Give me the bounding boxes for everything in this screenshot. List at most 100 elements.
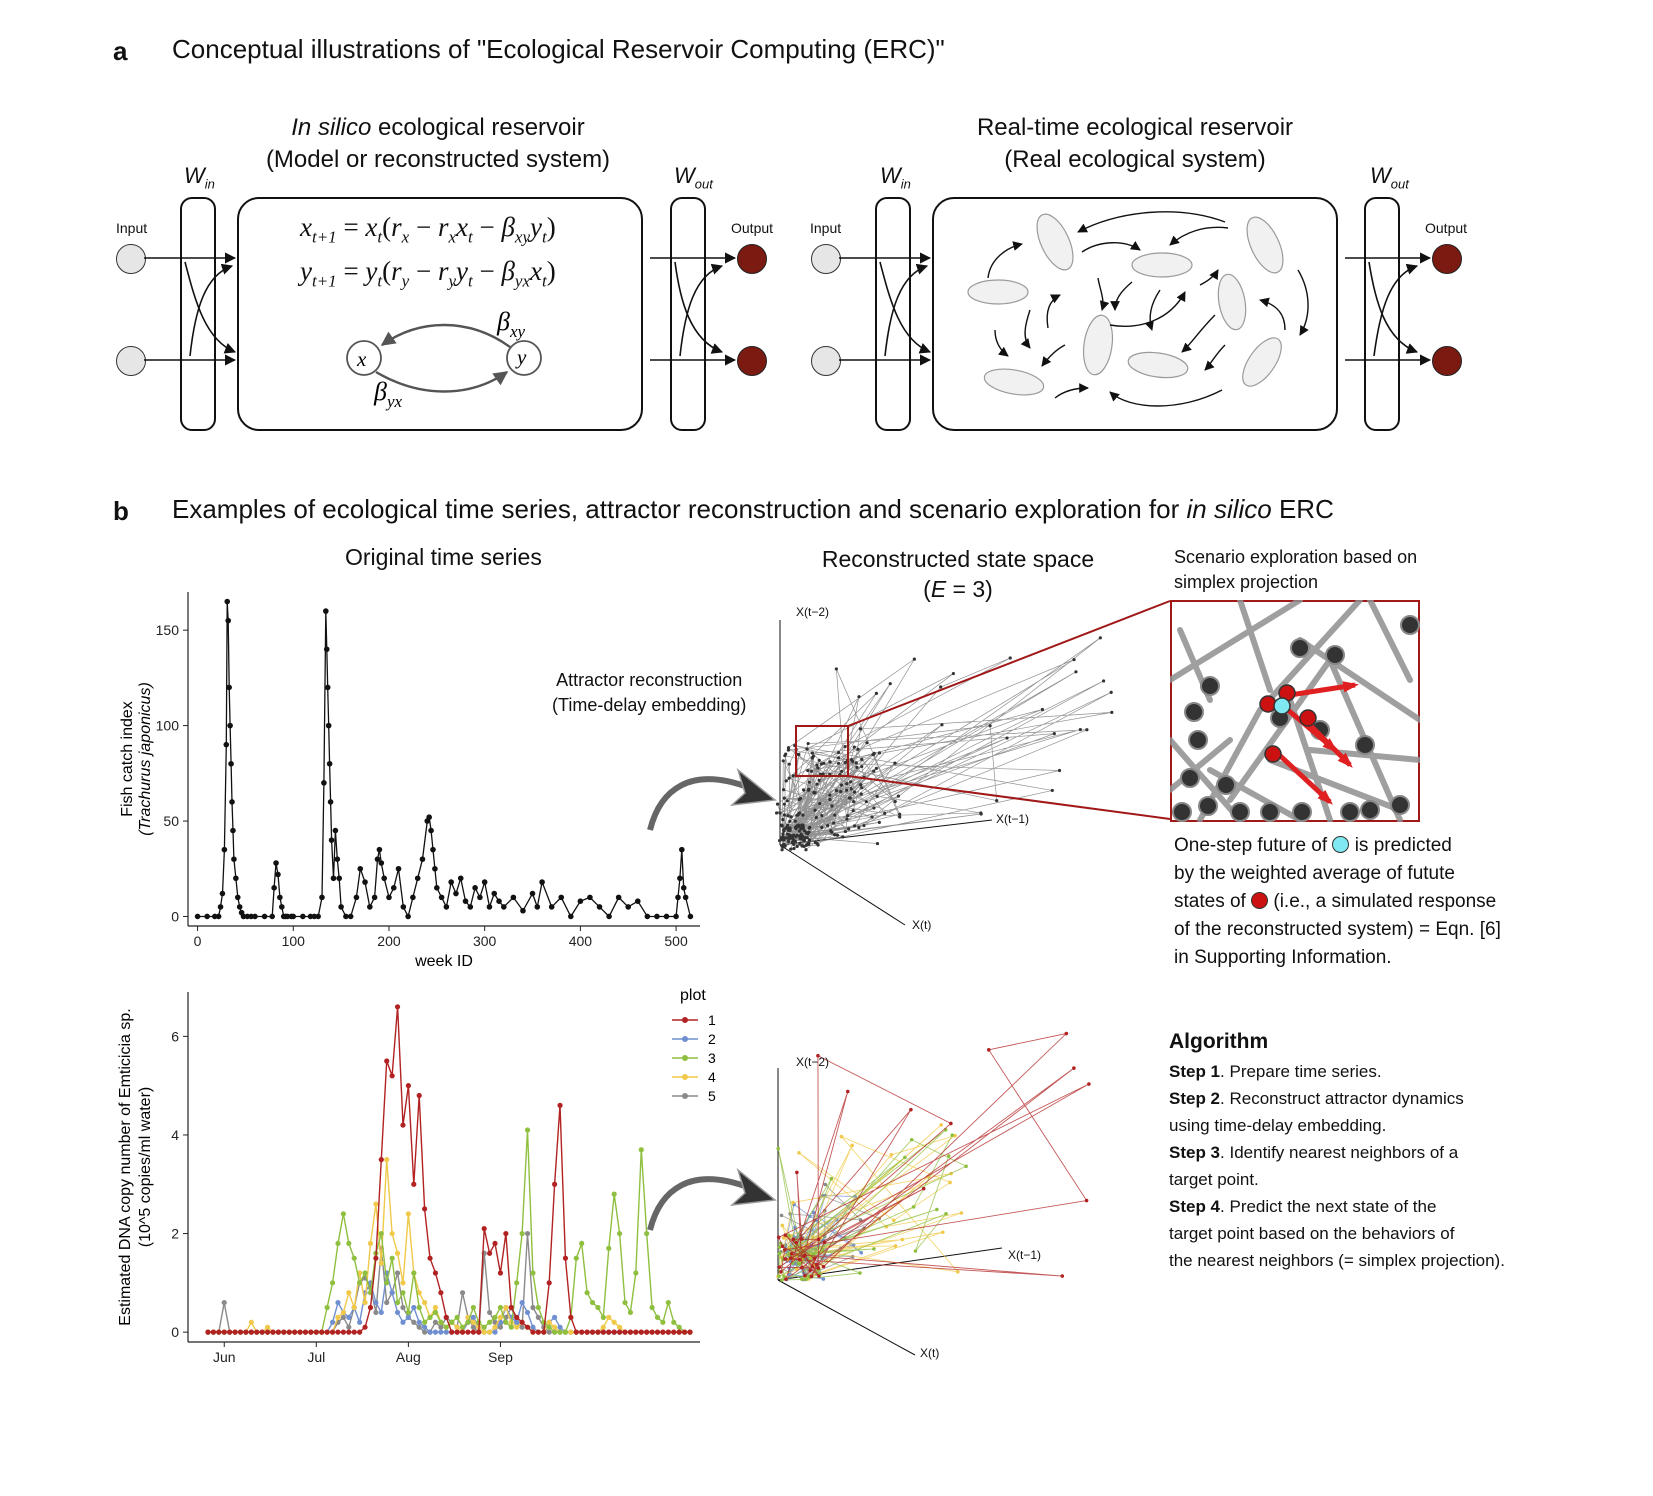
dna-data-point [394,1299,401,1306]
fish-data-point [376,846,383,853]
prediction-arrow-head [1337,752,1353,768]
dna-data-point [248,1329,254,1335]
attractor-point [807,780,811,784]
legend-swatch-dot [682,1074,688,1080]
attractor-point [854,761,858,765]
fish-data-point [347,913,354,920]
dna-data-point [600,1329,606,1335]
dna-data-point [340,1329,346,1335]
dna-data-point [443,1329,449,1335]
attractor-point [872,806,876,810]
fish-data-point [234,894,241,901]
dna-data-point [638,1147,644,1153]
attractor-point [780,1223,785,1228]
dna-data-point [552,1329,558,1335]
attractor-point [786,746,791,750]
fish-data-point [217,904,224,910]
output-node-right-2 [1432,346,1462,376]
attractor-point [820,825,824,830]
attractor-trajectory [777,1032,1090,1281]
y-tick-label: 2 [171,1226,179,1242]
legend-swatch-dot [682,1055,688,1061]
attractor-point [893,1244,898,1248]
attractor-point [775,802,780,806]
attractor-point [848,796,852,800]
attractor-point [798,841,802,846]
attractor-point [841,835,845,839]
fish-data-point [284,913,291,920]
attractor-point [849,780,853,784]
attractor-point [799,1237,804,1241]
attractor-point [946,1154,951,1158]
dna-data-point [557,1324,563,1330]
fish-data-point [491,890,498,897]
attractor-point [847,827,851,831]
fish-data-point [405,913,411,920]
fish-data-point [240,913,247,920]
fish-data-point [233,875,239,882]
fish-data-point [448,879,454,885]
y-tick-label: 50 [163,813,179,829]
fish-data-point [680,885,687,891]
attractor-point [794,1240,798,1245]
algorithm-box: Algorithm Step 1. Prepare time series. St… [1169,1030,1505,1274]
paramecium-icon [1242,337,1282,387]
attractor-point [1050,788,1054,793]
attractor-point [874,766,879,770]
axis-xt-line [777,1279,916,1356]
attractor-point [777,1274,781,1279]
y-axis-title: Fish catch index [119,701,136,817]
dna-data-point [422,1319,428,1325]
realtime-reservoir-title: Real-time ecological reservoir (Real eco… [976,114,1294,173]
attractor-point [839,783,844,787]
original-time-series-title: Original time series [345,544,542,570]
attractor-point [801,826,806,830]
attractor-point [818,801,822,806]
dna-data-point [232,1329,238,1335]
dna-data-point [541,1329,547,1335]
dna-data-point [351,1304,357,1311]
fish-data-point [682,894,689,901]
attractor-point [830,804,834,808]
fish-data-point [357,865,364,872]
inset-neighbor-candidate [1184,702,1204,722]
w-out-label-right: Wout [1370,163,1409,192]
attractor-point [816,1266,821,1270]
dna-data-point [676,1329,682,1335]
fish-data-point [644,913,651,920]
dna-data-point [611,1329,617,1335]
fish-data-point [558,894,565,901]
equation-x: xt+1 = xt(rx − rxxt − βxyyt) [300,212,556,247]
dna-data-point [562,1255,569,1261]
attractor-point [834,789,839,793]
fish-data-point [443,904,450,910]
inset-neighbor-candidate [1340,802,1360,822]
attractor-point [852,800,856,804]
dna-data-point [589,1299,596,1306]
fish-data-point [319,894,325,901]
dna-data-point [438,1324,444,1330]
paramecium-icon [1217,273,1247,331]
dna-data-point [600,1314,606,1320]
fish-data-point [625,904,632,910]
dna-data-point [552,1314,558,1320]
dna-data-point [524,1324,531,1330]
dna-data-point [633,1270,639,1276]
attractor-point [860,786,864,790]
fish-data-point [481,879,488,885]
dna-data-point [530,1304,536,1311]
dna-data-point [665,1299,671,1306]
attractor-point [911,1205,916,1209]
attractor-point [851,759,855,764]
paramecium-community [967,213,1284,396]
y-axis-title: Estimated DNA copy number of Emticicia s… [117,1008,134,1325]
fish-data-point [378,860,385,866]
dna-data-point [405,1309,411,1316]
attractor-point [893,799,897,804]
attractor-point [851,808,855,813]
dna-data-point [449,1319,455,1325]
attractor-point [784,779,788,783]
fish-data-point [395,865,402,872]
fish-data-point [311,913,318,920]
attractor-point [835,833,840,837]
